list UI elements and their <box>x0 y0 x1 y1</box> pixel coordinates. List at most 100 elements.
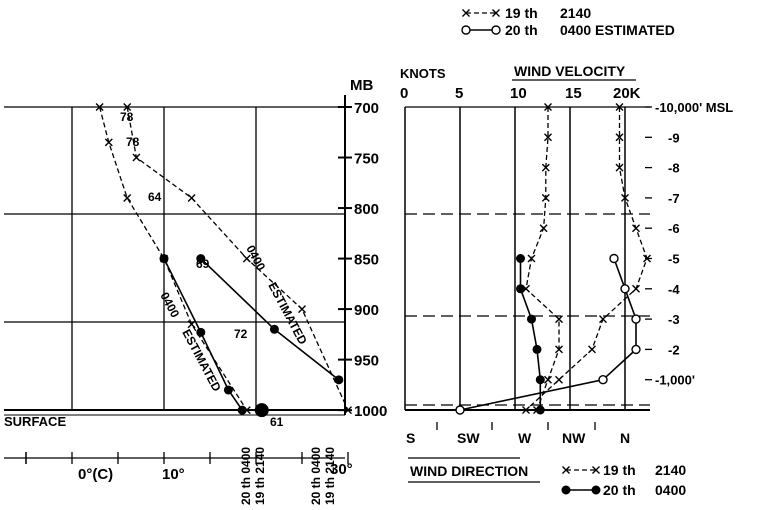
height-tick-label: -10,000' MSL <box>655 100 733 115</box>
surface-time-label: 20 th 0400 <box>309 447 323 505</box>
data-point <box>159 254 169 264</box>
profile-annotation: 72 <box>234 327 248 341</box>
legend-time: 2140 <box>560 5 591 21</box>
wind-velocity-point <box>615 103 624 111</box>
series-20-th-0400-temperature <box>200 257 340 381</box>
data-point <box>298 305 306 314</box>
pressure-tick-label: 850 <box>354 252 379 269</box>
surface-time-label: 20 th 0400 <box>239 447 253 505</box>
legend-name: 19 th <box>603 462 636 478</box>
wind-velocity-point <box>598 375 608 385</box>
pressure-tick-label: 750 <box>354 151 379 168</box>
wind-direction-point <box>555 315 563 324</box>
series-20-th-0400-estimated <box>459 258 637 411</box>
surface-time-label: 19 th 2140 <box>323 447 337 505</box>
legend-marker <box>492 9 500 17</box>
wind-velocity-title: WIND VELOCITY <box>514 63 626 79</box>
wind-direction-point <box>539 224 548 233</box>
wind-velocity-point <box>631 344 641 355</box>
wind-velocity-point <box>620 284 630 294</box>
wind-chart-frame <box>404 79 650 483</box>
pressure-tick-label: 800 <box>354 201 379 218</box>
legend-marker <box>592 466 600 474</box>
legend-time: 2140 <box>655 462 686 478</box>
series-19-th-2140 <box>525 107 648 411</box>
wind-velocity-point <box>631 314 641 324</box>
wind-direction-point <box>544 375 552 384</box>
surface-label: SURFACE <box>4 414 66 429</box>
legend-name: 20 th <box>603 482 636 498</box>
wind-velocity-point <box>522 406 530 414</box>
wind-velocity-point <box>615 163 624 172</box>
wind-direction-point <box>535 375 545 385</box>
wind-direction-point <box>516 284 525 294</box>
pressure-tick-label: 700 <box>354 100 379 117</box>
data-point <box>237 405 247 415</box>
direction-tick-label: NW <box>562 430 586 446</box>
velocity-tick-label: 5 <box>455 85 463 102</box>
series-19-th-2140-temperature <box>126 106 349 411</box>
wind-direction-point <box>555 345 563 354</box>
surface-time-label: 19 th 2140 <box>253 447 267 505</box>
temperature-tick-label: 0°(C) <box>78 466 113 483</box>
profile-annotation: 61 <box>270 415 284 429</box>
surface-point-large <box>254 403 269 418</box>
temperature-tick-label: 30° <box>330 461 353 478</box>
direction-tick-label: N <box>620 430 630 446</box>
direction-tick-label: S <box>406 430 415 446</box>
wind-velocity-point <box>455 405 465 415</box>
data-point <box>95 103 104 111</box>
direction-tick-label: SW <box>457 430 480 446</box>
direction-tick-label: W <box>518 430 532 446</box>
temperature-chart-frame <box>4 95 346 459</box>
wind-direction-point <box>516 254 525 263</box>
profile-annotation: 78 <box>120 110 134 124</box>
velocity-tick-label: 20K <box>613 85 641 102</box>
knots-label: KNOTS <box>400 66 446 81</box>
data-point <box>242 254 251 263</box>
legend-marker <box>491 25 501 35</box>
data-point <box>223 385 233 395</box>
height-tick-label: -5 <box>668 252 680 267</box>
legend-name: 19 th <box>505 5 538 21</box>
data-point <box>104 138 113 147</box>
data-point <box>132 153 141 162</box>
wind-velocity-point <box>643 254 651 263</box>
height-tick-label: -6 <box>668 221 680 236</box>
profile-annotation: 69 <box>196 257 210 271</box>
wind-direction-point <box>532 344 542 354</box>
wind-velocity-point <box>632 224 640 233</box>
legend-time: 0400 <box>655 482 686 498</box>
temperature-tick-label: 10° <box>162 466 185 483</box>
height-tick-label: -8 <box>668 161 680 176</box>
pressure-axis-title: MB <box>350 77 373 94</box>
height-tick-label: -7 <box>668 191 680 206</box>
wind-direction-point <box>541 163 550 172</box>
data-point <box>123 193 132 202</box>
legend-marker <box>462 9 470 17</box>
wind-velocity-point <box>599 315 607 324</box>
estimated-label: ESTIMATED <box>179 327 224 394</box>
wind-direction-point <box>527 314 536 324</box>
wind-velocity-point <box>615 133 624 142</box>
profile-annotation: 64 <box>148 190 162 204</box>
height-tick-label: -3 <box>668 312 680 327</box>
data-point <box>344 406 352 415</box>
data-point <box>187 320 196 329</box>
wind-direction-point <box>541 193 550 202</box>
wind-direction-title: WIND DIRECTION <box>410 463 528 479</box>
legend-marker <box>461 25 471 35</box>
data-point <box>123 103 132 111</box>
velocity-tick-label: 15 <box>565 85 582 102</box>
series-20-th-0400-direction <box>519 258 542 410</box>
legend-marker <box>561 485 571 495</box>
data-point <box>196 327 206 337</box>
height-tick-label: -1,000' <box>655 373 695 388</box>
legend-marker <box>562 466 570 474</box>
legend-time: 0400 ESTIMATED <box>560 22 675 38</box>
pressure-tick-label: 950 <box>354 353 379 370</box>
wind-direction-point <box>527 254 536 263</box>
velocity-tick-label: 0 <box>400 85 408 102</box>
pressure-tick-label: 1000 <box>354 403 387 420</box>
